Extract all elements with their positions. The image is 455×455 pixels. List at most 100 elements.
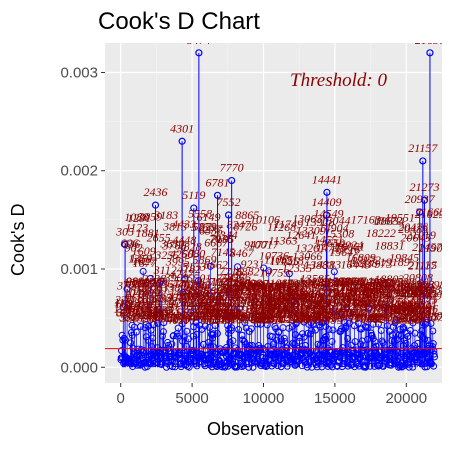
outlier-label: 13662 <box>301 294 331 308</box>
outlier-label: 18091 <box>364 287 394 301</box>
data-point <box>426 49 434 57</box>
data-point <box>170 332 178 340</box>
outlier-label: 1550 <box>131 311 155 325</box>
outlier-label: 6993 <box>209 293 233 307</box>
outlier-label: 6313 <box>199 275 223 289</box>
data-point <box>364 323 372 331</box>
outlier-label: 19441 <box>383 310 413 324</box>
outlier-label: 11123 <box>265 291 293 305</box>
y-tick-label: 0.003 <box>60 64 98 81</box>
outlier-label: 16264 <box>338 299 368 313</box>
outlier-label: 5558 <box>188 207 212 221</box>
outlier-label: 21457 <box>412 240 443 254</box>
outlier-label: 4825 <box>178 278 202 292</box>
outlier-label: 14219 <box>309 296 339 310</box>
outlier-label: 1798 <box>134 308 158 322</box>
outlier-label: 10503 <box>256 279 286 293</box>
outlier-label: 9926 <box>250 312 274 326</box>
outlier-label: 14280 <box>310 275 340 289</box>
data-point <box>123 285 131 293</box>
outlier-label: 1627 <box>132 254 157 268</box>
x-tick-label: 20000 <box>385 390 427 407</box>
data-point <box>374 320 382 328</box>
data-point <box>178 137 186 145</box>
outlier-label: 16061 <box>335 240 365 254</box>
outlier-label: 2935 <box>151 306 175 320</box>
data-point <box>295 337 303 345</box>
data-point <box>235 325 243 333</box>
data-point <box>228 176 236 185</box>
outlier-label: 9231 <box>241 257 265 271</box>
outlier-label: 10160 <box>251 281 281 295</box>
outlier-label: 17319 <box>353 298 383 312</box>
outlier-label: 20740 <box>402 286 432 300</box>
outlier-label: 7788 <box>220 309 244 323</box>
data-point <box>409 363 417 371</box>
data-point <box>269 351 277 359</box>
outlier-label: 14983 <box>320 275 350 289</box>
outlier-label: 19805 <box>389 287 419 301</box>
outlier-label: 1677 <box>133 256 158 270</box>
outlier-label: 68 <box>116 297 128 311</box>
outlier-label: 532 <box>119 310 137 324</box>
outlier-label: 10838 <box>260 303 290 317</box>
outlier-label: 10759 <box>259 266 289 280</box>
outlier-label: 15959 <box>334 274 364 288</box>
outlier-label: 9701 <box>247 278 271 292</box>
outlier-label: 20923 <box>404 277 434 291</box>
data-point <box>213 329 221 337</box>
data-point <box>139 267 147 275</box>
outlier-label: 15716 <box>330 243 360 257</box>
outlier-label: 11468 <box>270 304 299 318</box>
outlier-label: 21902 <box>418 241 448 255</box>
outlier-label: 4142 <box>168 306 192 320</box>
outlier-label: 21698 <box>416 277 446 291</box>
outlier-label: 6995 <box>209 311 233 325</box>
data-point <box>285 270 293 278</box>
outlier-label: 13517 <box>299 312 330 326</box>
outlier-label: 9771 <box>248 309 272 323</box>
outlier-label: 7815 <box>220 299 244 313</box>
outlier-label: 13063 <box>292 212 322 226</box>
outlier-label: 12295 <box>281 312 311 326</box>
data-point <box>191 360 199 368</box>
data-point <box>417 279 425 287</box>
outlier-label: 11455 <box>270 254 299 268</box>
data-point <box>430 350 438 358</box>
outlier-label: 11052 <box>264 307 293 321</box>
outlier-label: 2835 <box>149 302 173 316</box>
data-point <box>422 318 430 326</box>
data-point <box>253 320 261 328</box>
data-point <box>209 330 217 338</box>
data-point <box>220 359 228 367</box>
data-point <box>222 343 230 351</box>
outlier-label: 7291 <box>213 285 237 299</box>
outlier-label: 19136 <box>379 276 409 290</box>
outlier-label: 6351 <box>199 295 223 309</box>
data-point <box>127 329 135 337</box>
outlier-label: 16790 <box>345 288 375 302</box>
outlier-label: 9673 <box>247 292 271 306</box>
outlier-label: 21019 <box>406 228 436 242</box>
outlier-label: 3020 <box>151 311 176 325</box>
data-point <box>150 321 158 329</box>
outlier-label: 10759 <box>259 280 289 294</box>
outlier-label: 15177 <box>322 276 353 290</box>
data-point <box>378 347 386 355</box>
outlier-label: 6781 <box>206 175 230 189</box>
outlier-label: 7035 <box>209 232 233 246</box>
outlier-label: 12335 <box>282 261 312 275</box>
chart-title: Cook's D Chart <box>98 8 260 35</box>
data-point <box>317 355 325 363</box>
outlier-label: 19679 <box>387 286 417 300</box>
outlier-label: 17366 <box>354 307 384 321</box>
outlier-label: 1044 <box>124 285 148 299</box>
outlier-label: 736 <box>122 237 140 251</box>
data-point <box>180 333 188 341</box>
outlier-label: 1176 <box>126 286 149 300</box>
outlier-label: 11534 <box>271 302 300 316</box>
data-point <box>160 319 168 327</box>
data-point <box>118 347 126 355</box>
outlier-label: 2194 <box>140 307 164 321</box>
